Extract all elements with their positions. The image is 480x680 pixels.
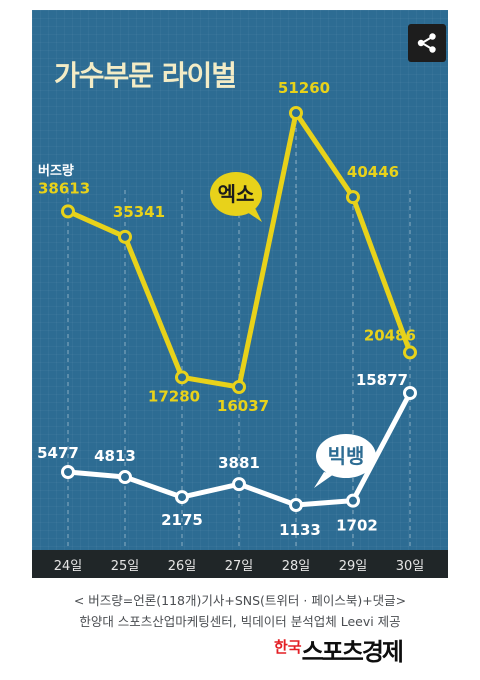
data-point-0-0: [61, 204, 75, 219]
data-point-1-1: [118, 470, 132, 485]
chart-panel: [32, 10, 448, 550]
share-icon: [417, 33, 436, 53]
data-label-1-3: 3881: [218, 454, 260, 472]
x-tick-label: 28일: [281, 559, 311, 574]
data-label-1-5: 1702: [336, 517, 378, 535]
footnote-formula: < 버즈량=언론(118개)기사+SNS(트위터 · 페이스북)+댓글>: [73, 593, 407, 608]
legend-bubble-bigbang-shape: [316, 434, 376, 478]
data-point-0-3: [232, 380, 246, 394]
data-point-0-2: [175, 370, 189, 385]
x-tick-label: 26일: [167, 559, 197, 574]
data-label-0-4: 51260: [278, 79, 330, 97]
x-axis-bar: 24일 25일 26일 27일 28일 29일 30일: [32, 550, 448, 578]
data-point-0-6: [403, 345, 417, 360]
data-label-0-0: 38613: [38, 179, 90, 197]
logo-black-text: 스포츠경제: [301, 638, 404, 666]
logo-red-text: 한국: [274, 638, 302, 656]
data-point-0-4: [289, 106, 303, 120]
infographic-card: 38613 35341 17280 16037 51260 40446 20486 5477 4…: [32, 10, 448, 670]
x-tick-label: 30일: [395, 559, 425, 574]
x-tick-label: 29일: [338, 559, 368, 574]
data-label-1-2: 2175: [161, 511, 203, 529]
chart-title: 가수부문 라이벌: [54, 59, 237, 92]
share-button[interactable]: [408, 24, 446, 62]
x-tick-label: 27일: [224, 559, 254, 574]
data-point-1-4: [289, 498, 303, 512]
data-label-0-2: 17280: [148, 387, 200, 405]
data-label-0-5: 40446: [347, 163, 399, 181]
line-chart: 38613 35341 17280 16037 51260 40446 20486 5477 4…: [37, 79, 417, 550]
data-label-0-1: 35341: [113, 203, 165, 221]
legend-bubble-exo-tail: [244, 206, 262, 222]
publisher-logo: 한국스포츠경제: [274, 632, 454, 666]
data-label-1-6: 15877: [356, 371, 408, 389]
x-tick-label: 25일: [110, 559, 140, 574]
legend-bubble-exo: 엑소: [210, 172, 262, 222]
legend-bubble-bigbang: 빅뱅: [314, 434, 376, 488]
legend-bubble-bigbang-tail: [314, 472, 334, 488]
data-point-1-3: [232, 477, 246, 492]
data-point-1-5: [346, 493, 360, 508]
legend-bubble-bigbang-label: 빅뱅: [328, 444, 365, 468]
data-label-1-4: 1133: [279, 521, 321, 539]
data-point-0-1: [118, 229, 132, 244]
data-label-0-6: 20486: [364, 326, 416, 344]
x-tick-label: 24일: [53, 559, 83, 574]
data-label-0-3: 16037: [217, 397, 269, 415]
data-point-1-6: [403, 386, 417, 400]
data-point-1-0: [61, 465, 75, 480]
data-label-1-1: 4813: [94, 447, 136, 465]
legend-bubble-exo-label: 엑소: [218, 182, 255, 206]
y-axis-label: 버즈량: [38, 163, 74, 179]
data-point-1-2: [175, 490, 189, 505]
data-label-1-0: 5477: [37, 444, 79, 462]
legend-bubble-exo-shape: [210, 172, 262, 216]
data-point-0-5: [346, 190, 360, 205]
footnote-source: 한양대 스포츠산업마케팅센터, 빅데이터 분석업체 Leevi 제공: [79, 614, 401, 629]
